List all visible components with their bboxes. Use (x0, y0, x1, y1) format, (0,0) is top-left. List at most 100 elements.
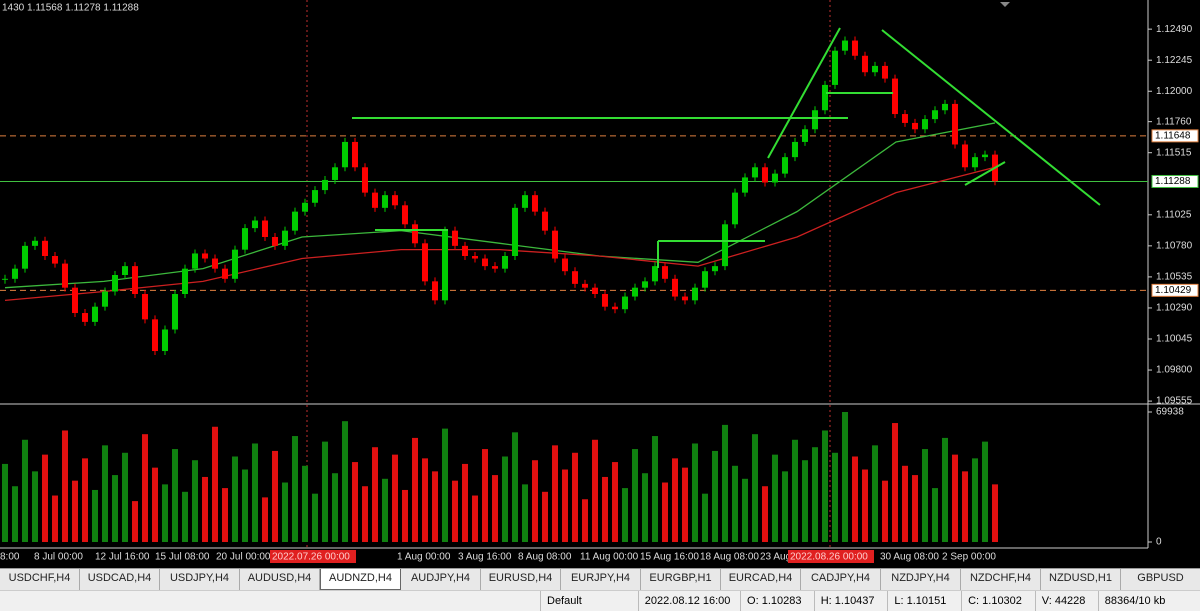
trend-line (767, 27, 841, 159)
volume-bar (402, 489, 408, 542)
candle-body (782, 157, 788, 174)
candle-body (622, 296, 628, 310)
symbol-tab[interactable]: GBPUSD (1121, 569, 1200, 590)
volume-bar (912, 475, 918, 542)
candle-body (772, 173, 778, 183)
volume-bar (412, 437, 418, 542)
symbol-tab[interactable]: USDJPY,H4 (160, 569, 240, 590)
symbol-tab[interactable]: EURGBP,H1 (641, 569, 721, 590)
volume-bar (52, 495, 58, 542)
x-tick-label: 8 Aug 08:00 (518, 552, 572, 563)
candle-body (82, 313, 88, 322)
candle-body (112, 275, 118, 292)
volume-bar (182, 491, 188, 542)
volume-bar (552, 445, 558, 542)
candle-body (662, 266, 668, 279)
candle-body (122, 266, 128, 276)
volume-bar (392, 454, 398, 542)
level-label-box (1151, 129, 1199, 143)
volume-bar (862, 469, 868, 542)
candle-body (72, 287, 78, 314)
candle-body (532, 195, 538, 212)
y-tick-label: 1.10045 (1156, 334, 1193, 345)
y-tick-label: 1.10290 (1156, 303, 1193, 314)
level-label: 1.10429 (1155, 285, 1192, 296)
volume-bar (142, 434, 148, 542)
volume-bar (932, 488, 938, 542)
candle-body (372, 192, 378, 208)
volume-bar (232, 456, 238, 542)
volume-bar (822, 430, 828, 542)
volume-bar (882, 480, 888, 542)
candle-body (202, 253, 208, 259)
candle-body (12, 268, 18, 279)
time-highlight (270, 550, 356, 563)
symbol-tab[interactable]: AUDUSD,H4 (240, 569, 320, 590)
candle-body (92, 306, 98, 322)
time-highlight (788, 550, 874, 563)
symbol-tab[interactable]: AUDNZD,H4 (320, 569, 401, 590)
volume-bar (242, 469, 248, 542)
symbol-tab[interactable]: EURJPY,H4 (561, 569, 641, 590)
candle-body (22, 245, 28, 269)
candle-body (52, 255, 58, 264)
symbol-tab[interactable]: EURUSD,H4 (481, 569, 561, 590)
candle-body (692, 287, 698, 301)
candle-body (362, 167, 368, 193)
y-tick-label: 1.11025 (1156, 209, 1192, 220)
volume-bar (492, 475, 498, 542)
candle-body (732, 192, 738, 225)
y-tick-label: 1.11760 (1156, 116, 1192, 127)
candle-body (682, 296, 688, 301)
candle-body (932, 110, 938, 120)
status-open: O: 1.10283 (740, 591, 814, 611)
volume-bar (612, 462, 618, 542)
candle-body (982, 154, 988, 158)
chart: 1430 1.11568 1.11278 1.11288 1.12490 1.12… (0, 0, 1200, 568)
volume-bar (42, 454, 48, 542)
candle-body (172, 294, 178, 330)
volume-bar (72, 480, 78, 542)
volume-bar (422, 458, 428, 542)
status-low: L: 1.10151 (887, 591, 961, 611)
status-bar: Default 2022.08.12 16:00 O: 1.10283 H: 1… (0, 590, 1200, 611)
candle-body (392, 195, 398, 206)
candle-body (542, 211, 548, 231)
volume-bar (262, 497, 268, 542)
volume-bar (952, 454, 958, 542)
candle-body (592, 287, 598, 295)
volume-bar (352, 462, 358, 542)
candle-body (272, 236, 278, 246)
symbol-tab[interactable]: USDCHF,H4 (0, 569, 80, 590)
volume-tick-label: 0 (1156, 537, 1162, 548)
candle-body (942, 103, 948, 111)
symbol-tab[interactable]: EURCAD,H4 (721, 569, 801, 590)
trend-objects (352, 27, 1101, 268)
candle-body (212, 258, 218, 269)
symbol-tab[interactable]: USDCAD,H4 (80, 569, 160, 590)
volume-bar (442, 428, 448, 542)
symbol-tab[interactable]: NZDCHF,H4 (961, 569, 1041, 590)
volume-bar (642, 473, 648, 542)
candle-body (832, 50, 838, 85)
symbol-tab[interactable]: CADJPY,H4 (801, 569, 881, 590)
volume-bar (12, 486, 18, 542)
symbol-tab[interactable]: NZDJPY,H4 (881, 569, 961, 590)
volume-bar (112, 475, 118, 542)
volume-bar (512, 432, 518, 542)
symbol-tab[interactable]: NZDUSD,H1 (1041, 569, 1121, 590)
volume-bar (842, 412, 848, 542)
y-tick-label: 1.12000 (1156, 86, 1193, 97)
candle-body (2, 278, 8, 280)
volume-bar (852, 456, 858, 542)
volume-bar (582, 499, 588, 542)
y-tick-label: 1.11515 (1156, 147, 1192, 158)
candle-body (422, 243, 428, 282)
candle-body (712, 266, 718, 272)
candle-body (242, 228, 248, 250)
volume-bar (212, 426, 218, 542)
symbol-tab[interactable]: AUDJPY,H4 (401, 569, 481, 590)
candle-body (162, 329, 168, 352)
volume-bar (252, 443, 258, 542)
candle-body (432, 281, 438, 301)
